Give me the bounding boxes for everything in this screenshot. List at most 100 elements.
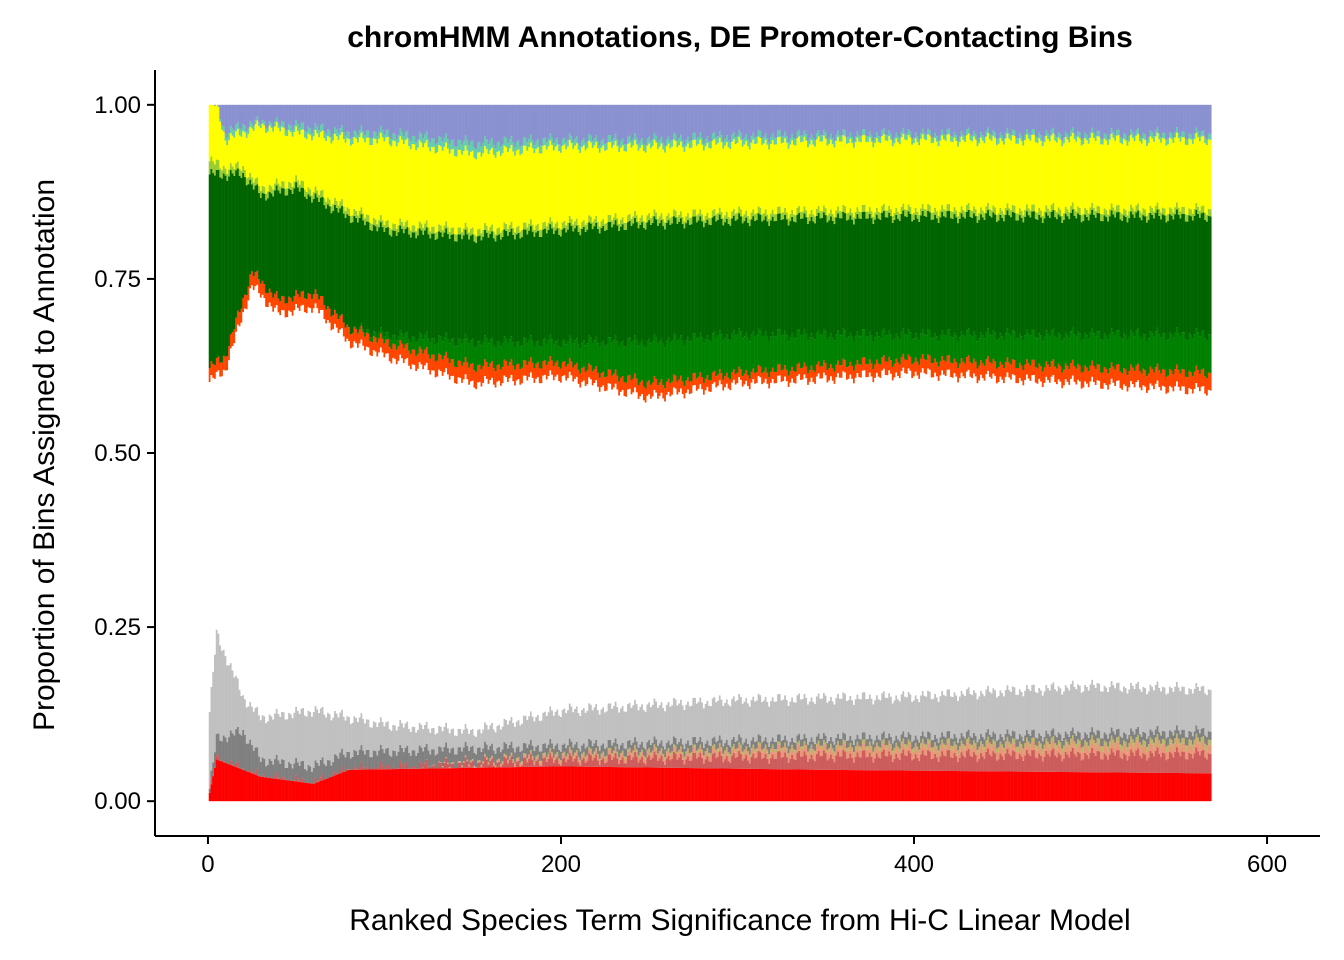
bar-segment [692, 744, 695, 748]
bar-segment [595, 222, 598, 337]
bar-segment [881, 330, 884, 358]
bar-segment [842, 358, 845, 372]
bar-segment [263, 758, 266, 777]
bar-segment [863, 104, 866, 130]
bar-segment [492, 145, 495, 155]
bar-segment [775, 221, 778, 337]
bar-segment [597, 760, 600, 767]
bar-segment [346, 214, 349, 325]
bar-segment [531, 148, 534, 225]
bar-segment [660, 379, 663, 393]
bar-segment [302, 290, 305, 305]
bar-segment [515, 759, 518, 763]
bar-segment [831, 769, 834, 802]
bar-segment [436, 104, 439, 144]
bar-segment [651, 104, 654, 140]
bar-segment [671, 223, 674, 341]
bar-segment [789, 752, 792, 759]
bar-segment [369, 138, 372, 146]
bar-segment [872, 104, 875, 142]
bar-segment [469, 381, 472, 730]
bar-segment [221, 170, 224, 179]
bar-segment [699, 768, 702, 802]
bar-segment [326, 306, 329, 320]
bar-segment [805, 134, 808, 141]
bar-segment [224, 356, 227, 371]
bar-segment [833, 141, 836, 148]
bar-segment [759, 329, 762, 367]
bar-segment [300, 782, 303, 802]
bar-segment [605, 142, 608, 150]
bar-segment [800, 211, 803, 219]
bar-segment [844, 359, 847, 373]
bar-segment [701, 377, 704, 390]
bar-segment [517, 760, 520, 768]
bar-segment [722, 706, 725, 747]
bar-segment [625, 767, 628, 802]
bar-segment [208, 788, 211, 793]
bar-segment [284, 317, 287, 720]
bar-segment [856, 360, 859, 373]
bar-segment [256, 104, 259, 117]
bar-segment [314, 777, 317, 784]
bar-segment [413, 768, 416, 802]
bar-segment [570, 218, 573, 226]
bar-segment [614, 220, 617, 336]
bar-segment [667, 220, 670, 338]
bar-segment [831, 337, 834, 369]
bar-segment [275, 117, 278, 123]
bar-segment [328, 777, 331, 802]
bar-segment [858, 745, 861, 750]
bar-segment [468, 764, 471, 766]
bar-segment [268, 776, 271, 778]
bar-segment [229, 764, 232, 802]
bar-segment [740, 331, 743, 370]
bar-segment [759, 131, 762, 139]
bar-segment [604, 756, 607, 760]
bar-segment [424, 104, 427, 135]
bar-segment [441, 104, 444, 142]
bar-segment [478, 152, 481, 229]
bar-segment [454, 104, 457, 147]
bar-segment [706, 756, 709, 769]
bar-segment [755, 741, 758, 749]
bar-segment [681, 381, 684, 395]
bar-segment [743, 742, 746, 750]
bar-segment [662, 398, 665, 709]
bar-segment [399, 136, 402, 219]
bar-segment [309, 711, 312, 767]
bar-segment [847, 747, 850, 751]
bar-segment [625, 104, 628, 145]
bar-segment [531, 224, 534, 232]
bar-segment [600, 745, 603, 754]
bar-segment [681, 394, 684, 706]
bar-segment [512, 760, 515, 763]
bar-segment [475, 736, 478, 755]
bar-segment [868, 694, 871, 735]
bar-segment [447, 374, 450, 729]
bar-segment [394, 223, 397, 231]
bar-segment [755, 372, 758, 383]
bar-segment [808, 701, 811, 742]
bar-segment [879, 219, 882, 338]
bar-segment [695, 222, 698, 339]
bar-segment [344, 104, 347, 136]
bar-segment [549, 104, 552, 134]
bar-segment [609, 337, 612, 370]
bar-segment [888, 356, 891, 371]
bar-segment [524, 104, 527, 138]
bar-segment [222, 369, 225, 650]
bar-segment [810, 104, 813, 134]
bar-segment [461, 343, 464, 366]
bar-segment [810, 737, 813, 745]
bar-segment [537, 230, 540, 341]
bar-segment [879, 747, 882, 752]
bar-segment [510, 741, 513, 753]
bar-segment [687, 213, 690, 221]
bar-segment [464, 334, 467, 358]
bar-segment [304, 189, 307, 197]
bar-segment [759, 366, 762, 378]
bar-segment [355, 138, 358, 211]
bar-segment [259, 283, 262, 298]
bar-segment [540, 751, 543, 761]
